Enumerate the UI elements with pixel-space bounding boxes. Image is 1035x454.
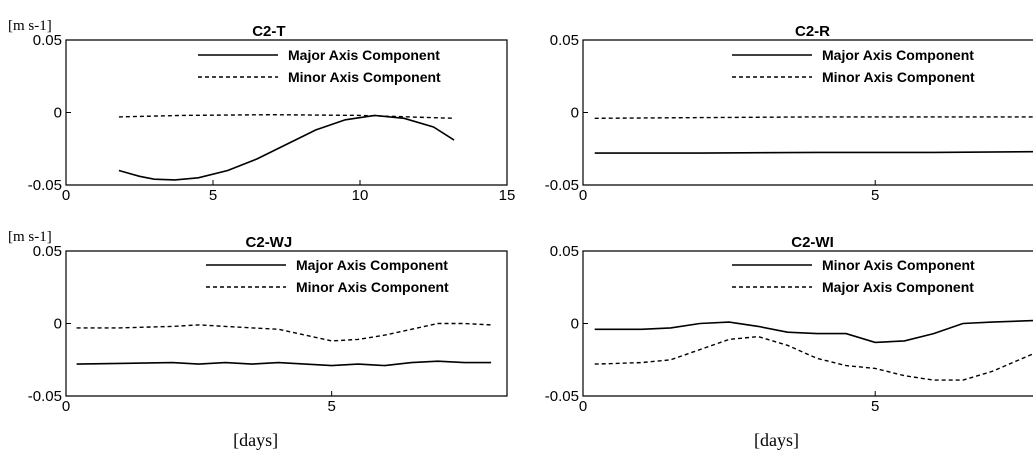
x-tick-label: 5: [871, 398, 879, 415]
x-tick-label: 15: [499, 187, 516, 204]
legend-label: Minor Axis Component: [822, 257, 975, 273]
y-tick-label: 0.05: [550, 243, 579, 260]
y-tick-label: 0.05: [550, 32, 579, 49]
plot-frame: [65, 250, 508, 397]
x-axis-label: [days]: [233, 430, 278, 450]
series-line-solid: [118, 114, 455, 181]
y-tick-label: -0.05: [28, 388, 62, 405]
x-tick-label: 0: [62, 398, 70, 415]
plot-frame: [65, 39, 508, 186]
legend-label: Major Axis Component: [288, 47, 440, 63]
x-tick-label: 5: [327, 398, 335, 415]
series-line-dashed: [118, 113, 455, 119]
y-tick-label: -0.05: [545, 177, 579, 194]
series-line-solid: [594, 150, 1034, 154]
chart-title: C2-WI: [791, 234, 834, 251]
y-axis-label: [m s-1]: [8, 229, 52, 245]
y-tick-label: 0: [54, 316, 62, 333]
y-tick-label: 0.05: [33, 32, 62, 49]
series-line-dashed: [594, 335, 1034, 381]
legend-label: Minor Axis Component: [288, 69, 441, 85]
series-line-dashed: [594, 116, 1033, 119]
legend-label: Minor Axis Component: [822, 69, 975, 85]
x-tick-label: 0: [579, 398, 587, 415]
series-line-solid: [594, 319, 1034, 344]
x-tick-label: 10: [352, 187, 369, 204]
legend-label: Major Axis Component: [822, 47, 974, 63]
y-tick-label: 0: [571, 316, 579, 333]
y-axis-label: [m s-1]: [8, 18, 52, 34]
y-tick-label: -0.05: [28, 177, 62, 194]
y-tick-label: 0.05: [33, 243, 62, 260]
chart-title: C2-R: [795, 23, 830, 40]
series-line-solid: [76, 360, 492, 367]
x-tick-label: 5: [209, 187, 217, 204]
x-tick-label: 0: [579, 187, 587, 204]
y-tick-label: 0: [571, 105, 579, 122]
legend-label: Minor Axis Component: [296, 279, 449, 295]
legend-label: Major Axis Component: [822, 279, 974, 295]
chart-title: C2-T: [252, 23, 285, 40]
y-tick-label: -0.05: [545, 388, 579, 405]
y-tick-label: 0: [54, 105, 62, 122]
series-line-dashed: [76, 322, 492, 342]
x-axis-label: [days]: [754, 430, 799, 450]
x-tick-label: 5: [871, 187, 879, 204]
legend-label: Major Axis Component: [296, 257, 448, 273]
chart-title: C2-WJ: [246, 234, 293, 251]
x-tick-label: 0: [62, 187, 70, 204]
